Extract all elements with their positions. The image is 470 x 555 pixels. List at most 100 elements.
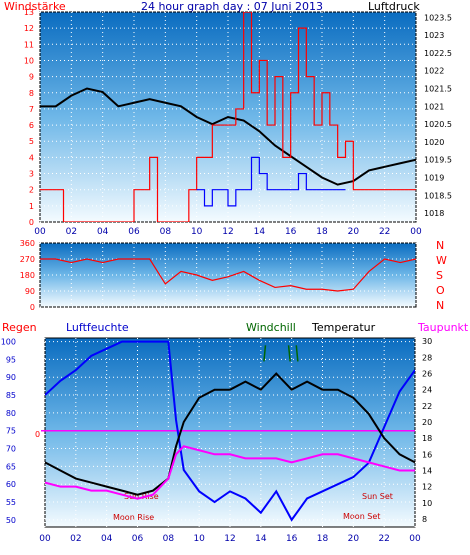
x-tick-label: 06 [132,534,144,544]
y-right-tick-label: 8 [422,515,427,524]
y-right-tick-label: 1018.5 [424,191,452,200]
y-tick-label: 180 [20,271,35,280]
y-left-tick-label: 5 [29,137,34,146]
chart-title: 24 hour graph day : 07 Juni 2013 [141,0,323,13]
y-right-tick-label: 10 [422,499,432,508]
x-tick-label: 08 [160,227,172,237]
y-left-tick-label: 65 [6,462,16,471]
y-left-tick-label: 8 [29,89,34,98]
y-left-tick-label: 70 [6,445,16,454]
y-tick-label: 90 [25,287,35,296]
y-left-tick-label: 0 [29,218,34,227]
y-left-tick-label: 2 [29,186,34,195]
series-windstrke [196,156,346,207]
direction-label: N [436,299,444,312]
series-windrichtung [40,258,416,292]
x-tick-label: 04 [97,227,109,237]
y-tick-label: 270 [20,255,35,264]
y-right-tick-label: 1021.5 [424,85,452,94]
y-left-tick-label: 4 [29,153,34,162]
y-right-tick-label: 18 [422,434,432,443]
regen-axis-label: 0 [35,430,40,439]
y-left-tick-label: 6 [29,121,34,130]
y-right-tick-label: 1023.5 [424,13,452,22]
y-left-tick-label: 80 [6,409,16,418]
y-right-tick-label: 20 [422,418,432,427]
y-right-tick-label: 1022.5 [424,49,452,58]
x-tick-label: 18 [317,534,329,544]
y-left-tick-label: 75 [6,427,16,436]
y-left-tick-label: 1 [29,202,34,211]
legend-windchill: Windchill [246,321,296,334]
y-right-tick-label: 1021 [424,102,444,111]
x-tick-label: 22 [379,227,390,237]
x-tick-label: 08 [163,534,175,544]
x-tick-label: 16 [285,227,297,237]
y-left-tick-label: 95 [6,355,16,364]
y-left-tick-label: 60 [6,480,16,489]
y-right-tick-label: 24 [422,386,432,395]
y-left-tick-label: 100 [1,338,16,347]
direction-label: W [436,254,447,267]
x-tick-label: 00 [409,534,421,544]
x-tick-label: 12 [224,534,235,544]
y-left-tick-label: 13 [24,8,34,17]
y-right-tick-label: 16 [422,450,432,459]
x-tick-label: 14 [255,534,267,544]
direction-label: S [436,269,443,282]
series-windchill [295,345,299,362]
ylabel-windstaerke: Windstärke [4,0,66,13]
x-tick-label: 10 [193,534,205,544]
y-left-tick-label: 85 [6,391,16,400]
y-right-tick-label: 22 [422,402,432,411]
x-tick-label: 20 [348,534,360,544]
x-tick-label: 14 [254,227,266,237]
y-right-tick-label: 1019.5 [424,156,452,165]
series-windchill [287,345,291,362]
x-tick-label: 04 [101,534,113,544]
y-left-tick-label: 12 [24,24,34,33]
legend-luftfeuchte: Luftfeuchte [66,321,129,334]
x-tick-label: 02 [66,227,77,237]
x-tick-label: 10 [191,227,203,237]
x-tick-label: 00 [34,227,46,237]
y-right-tick-label: 1019 [424,174,444,183]
ylabel-luftdruck: Luftdruck [368,0,420,13]
direction-label: O [436,284,445,297]
y-right-tick-label: 30 [422,337,432,346]
x-tick-label: 12 [222,227,233,237]
x-tick-label: 22 [378,534,389,544]
y-left-tick-label: 11 [24,40,34,49]
y-left-tick-label: 55 [6,498,16,507]
annotation-moon-rise: Moon Rise [113,513,154,522]
y-left-tick-label: 10 [24,56,34,65]
y-right-tick-label: 1020.5 [424,120,452,129]
y-left-tick-label: 9 [29,73,34,82]
y-left-tick-label: 50 [6,516,16,525]
y-left-tick-label: 3 [29,170,34,179]
x-tick-label: 00 [39,534,51,544]
y-right-tick-label: 26 [422,370,432,379]
annotation-sun-rise: Sun Rise [124,492,159,501]
direction-label: N [436,239,444,252]
y-right-tick-label: 28 [422,353,432,362]
y-tick-label: 0 [30,303,35,312]
legend-temperatur: Temperatur [311,321,376,334]
series-luftfeuchte [45,340,415,522]
y-right-tick-label: 1018 [424,209,444,218]
x-tick-label: 06 [128,227,140,237]
series-windchill [263,345,267,362]
y-right-tick-label: 1020 [424,138,444,147]
x-tick-label: 16 [286,534,298,544]
series-temperatur [45,372,415,496]
annotation-moon-set: Moon Set [343,512,380,521]
y-right-tick-label: 1022 [424,67,444,76]
x-tick-label: 20 [348,227,360,237]
legend-taupunkt: Taupunkt [417,321,469,334]
y-left-tick-label: 7 [29,105,34,114]
y-right-tick-label: 14 [422,466,432,475]
annotation-sun-set: Sun Set [362,492,393,501]
x-tick-label: 00 [410,227,422,237]
x-tick-label: 18 [316,227,328,237]
